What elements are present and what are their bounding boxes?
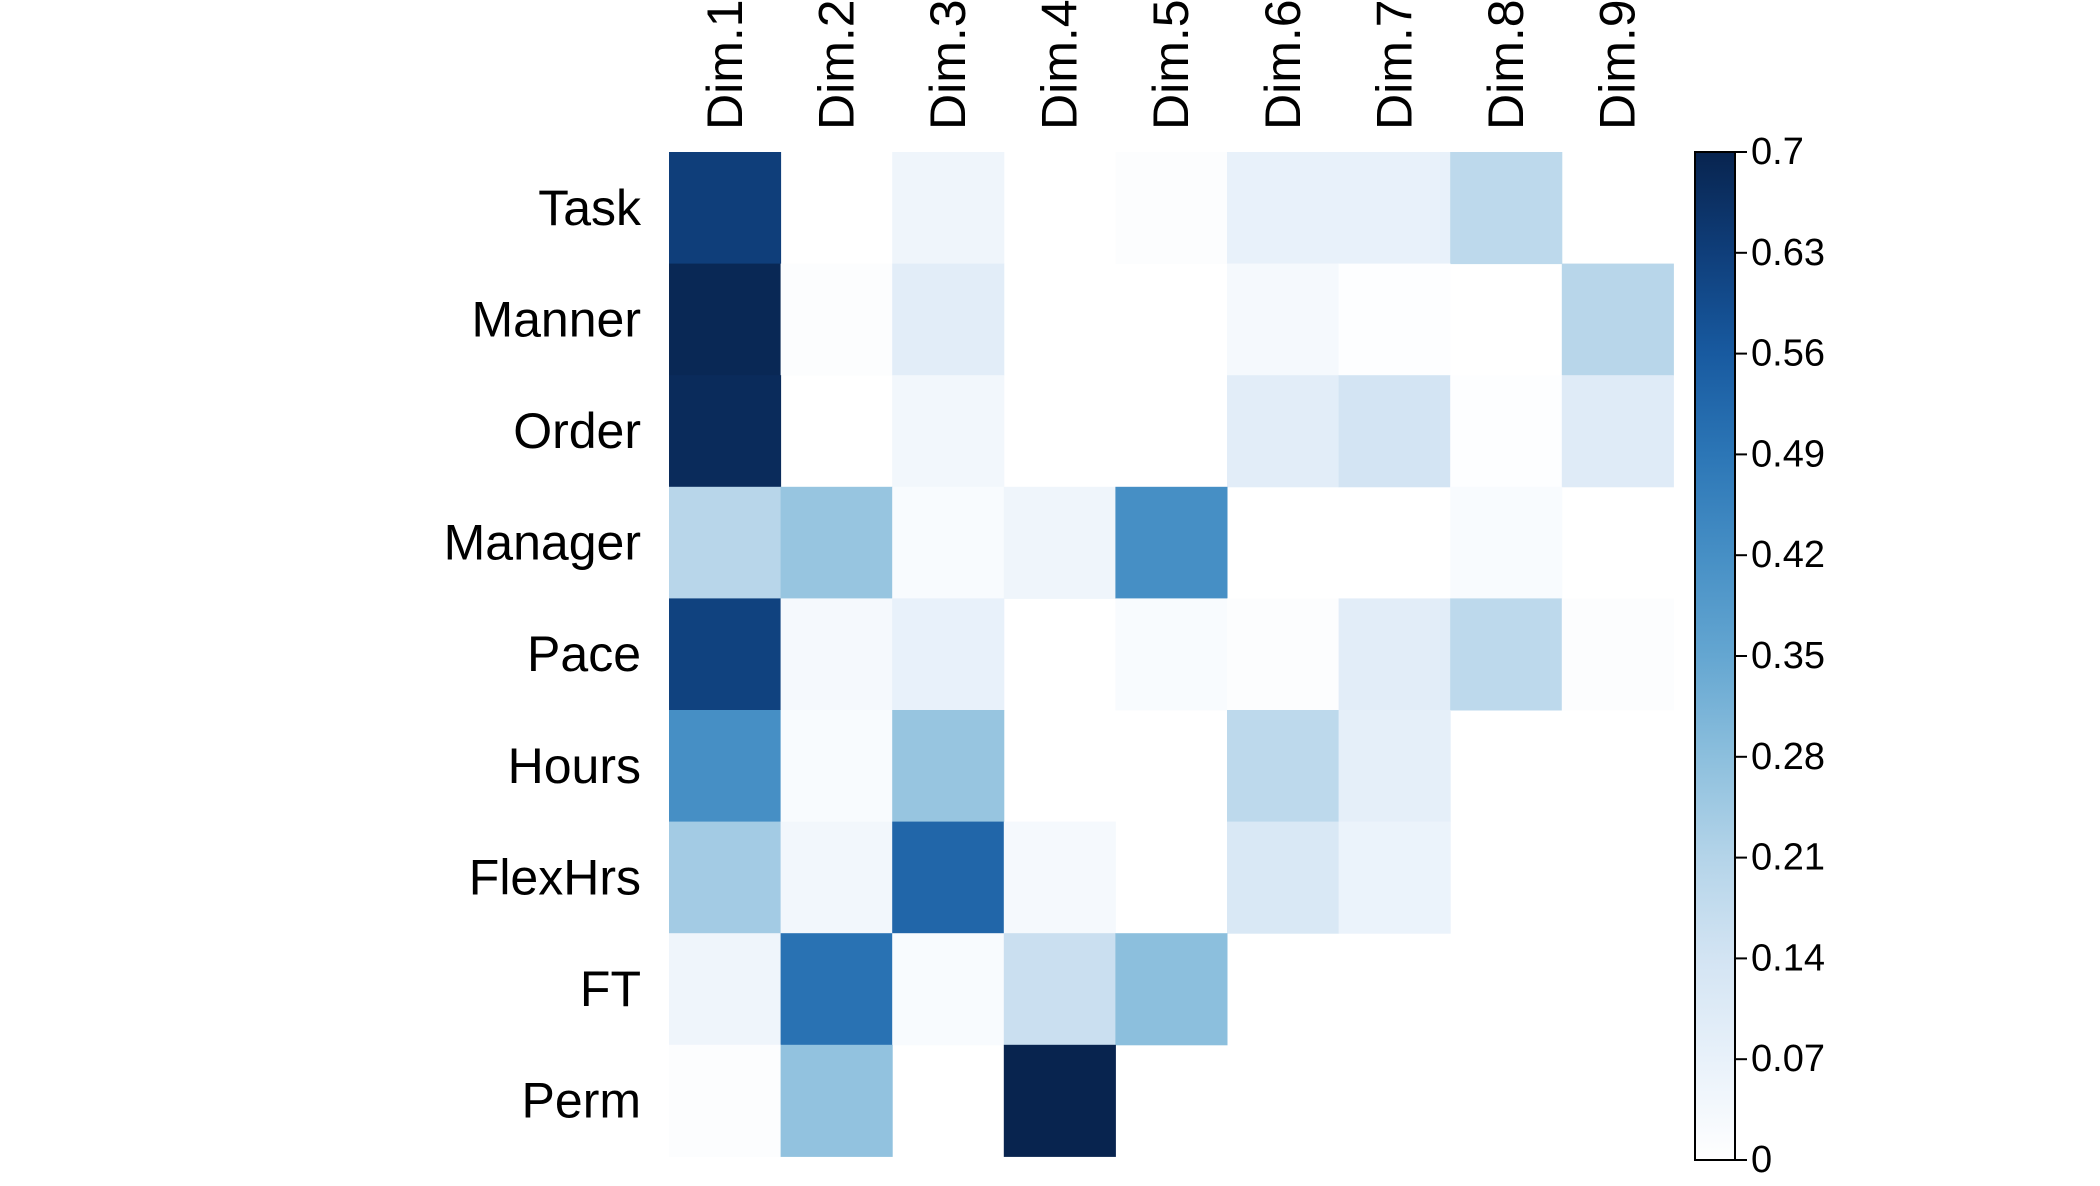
heatmap-cell-flexhrs-dim7 bbox=[1338, 821, 1451, 934]
heatmap-cell-flexhrs-dim6 bbox=[1227, 821, 1340, 934]
row-label-perm: Perm bbox=[522, 1073, 641, 1129]
colorbar-tick-label: 0.07 bbox=[1751, 1038, 1825, 1080]
row-label-order: Order bbox=[513, 403, 641, 459]
heatmap-cell-perm-dim4 bbox=[1003, 1044, 1116, 1157]
heatmap-cell-pace-dim6 bbox=[1227, 598, 1340, 711]
heatmap-cells bbox=[669, 152, 1674, 1157]
heatmap-cell-task-dim5 bbox=[1115, 152, 1228, 265]
heatmap-cell-ft-dim5 bbox=[1115, 933, 1228, 1046]
column-label-dim1: Dim.1 bbox=[697, 0, 753, 130]
heatmap-cell-manner-dim7 bbox=[1338, 263, 1451, 376]
column-label-dim3: Dim.3 bbox=[920, 0, 976, 130]
row-label-flexhrs: FlexHrs bbox=[469, 849, 641, 905]
heatmap-cell-manager-dim5 bbox=[1115, 486, 1228, 599]
heatmap-cell-hours-dim7 bbox=[1338, 710, 1451, 823]
colorbar-gradient bbox=[1694, 151, 1736, 1161]
heatmap-cell-hours-dim6 bbox=[1227, 710, 1340, 823]
column-labels: Dim.1 Dim.2 Dim.3 Dim.4 Dim.5 Dim.6 Dim.7 Dim.8… bbox=[697, 0, 1646, 130]
row-label-task: Task bbox=[538, 180, 642, 236]
heatmap-cell-manager-dim4 bbox=[1003, 486, 1116, 599]
heatmap-cell-flexhrs-dim3 bbox=[892, 821, 1005, 934]
heatmap-cell-manner-dim6 bbox=[1227, 263, 1340, 376]
column-label-dim7: Dim.7 bbox=[1366, 0, 1422, 130]
row-labels: Task Manner Order Manager Pace Hours FlexHrs FT… bbox=[444, 180, 642, 1129]
colorbar-ticks: 0 0.07 0.14 0.21 0.28 0.35 0.42 0.49 0.56 0.63 0.7 bbox=[1735, 131, 1825, 1181]
row-label-pace: Pace bbox=[527, 626, 641, 682]
heatmap-cell-pace-dim2 bbox=[780, 598, 893, 711]
heatmap-cell-ft-dim2 bbox=[780, 933, 893, 1046]
heatmap-cell-ft-dim3 bbox=[892, 933, 1005, 1046]
heatmap-cell-manager-dim2 bbox=[780, 486, 893, 599]
row-label-manager: Manager bbox=[444, 515, 641, 571]
heatmap-cell-manner-dim9 bbox=[1561, 263, 1674, 376]
column-label-dim9: Dim.9 bbox=[1590, 0, 1646, 130]
heatmap-cell-ft-dim1 bbox=[669, 933, 782, 1046]
heatmap-cell-hours-dim2 bbox=[780, 710, 893, 823]
heatmap-cell-perm-dim1 bbox=[669, 1044, 782, 1157]
heatmap-cell-hours-dim3 bbox=[892, 710, 1005, 823]
column-label-dim8: Dim.8 bbox=[1478, 0, 1534, 130]
heatmap-cell-hours-dim1 bbox=[669, 710, 782, 823]
column-label-dim6: Dim.6 bbox=[1255, 0, 1311, 130]
heatmap-cell-order-dim9 bbox=[1561, 375, 1674, 488]
heatmap-cell-manager-dim3 bbox=[892, 486, 1005, 599]
colorbar-tick-label: 0.21 bbox=[1751, 837, 1825, 879]
heatmap-cell-pace-dim7 bbox=[1338, 598, 1451, 711]
heatmap-cell-task-dim7 bbox=[1338, 152, 1451, 265]
column-label-dim2: Dim.2 bbox=[808, 0, 864, 130]
colorbar-tick-label: 0.7 bbox=[1751, 131, 1804, 173]
heatmap-cell-manager-dim1 bbox=[669, 486, 782, 599]
heatmap-cell-task-dim6 bbox=[1227, 152, 1340, 265]
heatmap-cell-task-dim8 bbox=[1450, 152, 1563, 265]
colorbar-tick-label: 0.35 bbox=[1751, 635, 1825, 677]
heatmap-cell-task-dim1 bbox=[669, 152, 782, 265]
row-label-manner: Manner bbox=[471, 291, 641, 347]
heatmap-cell-order-dim3 bbox=[892, 375, 1005, 488]
heatmap-cell-order-dim6 bbox=[1227, 375, 1340, 488]
heatmap-cell-manager-dim8 bbox=[1450, 486, 1563, 599]
heatmap-cell-pace-dim5 bbox=[1115, 598, 1228, 711]
heatmap-cell-manner-dim3 bbox=[892, 263, 1005, 376]
heatmap-cell-order-dim1 bbox=[669, 375, 782, 488]
heatmap-cell-perm-dim2 bbox=[780, 1044, 893, 1157]
heatmap-cell-order-dim8 bbox=[1450, 375, 1563, 488]
colorbar-tick-label: 0.56 bbox=[1751, 333, 1825, 375]
heatmap-cell-ft-dim4 bbox=[1003, 933, 1116, 1046]
colorbar-tick-label: 0.14 bbox=[1751, 937, 1825, 979]
colorbar-tick-label: 0 bbox=[1751, 1139, 1772, 1181]
heatmap-cell-pace-dim1 bbox=[669, 598, 782, 711]
heatmap-cell-flexhrs-dim1 bbox=[669, 821, 782, 934]
heatmap-cell-pace-dim9 bbox=[1561, 598, 1674, 711]
heatmap-cell-pace-dim8 bbox=[1450, 598, 1563, 711]
column-label-dim4: Dim.4 bbox=[1032, 0, 1088, 130]
heatmap-cell-order-dim7 bbox=[1338, 375, 1451, 488]
heatmap-cell-manner-dim1 bbox=[669, 263, 782, 376]
colorbar-tick-label: 0.63 bbox=[1751, 232, 1825, 274]
column-label-dim5: Dim.5 bbox=[1143, 0, 1199, 130]
heatmap-cell-flexhrs-dim2 bbox=[780, 821, 893, 934]
colorbar-tick-label: 0.49 bbox=[1751, 433, 1825, 475]
heatmap-cell-task-dim3 bbox=[892, 152, 1005, 265]
colorbar-tick-label: 0.28 bbox=[1751, 736, 1825, 778]
heatmap-cell-flexhrs-dim4 bbox=[1003, 821, 1116, 934]
heatmap-cell-manner-dim2 bbox=[780, 263, 893, 376]
row-label-hours: Hours bbox=[508, 738, 641, 794]
colorbar: 0 0.07 0.14 0.21 0.28 0.35 0.42 0.49 0.56 0.63 0.7 bbox=[1694, 131, 1825, 1181]
row-label-ft: FT bbox=[580, 961, 641, 1017]
heatmap-cell-pace-dim3 bbox=[892, 598, 1005, 711]
colorbar-tick-label: 0.42 bbox=[1751, 534, 1825, 576]
